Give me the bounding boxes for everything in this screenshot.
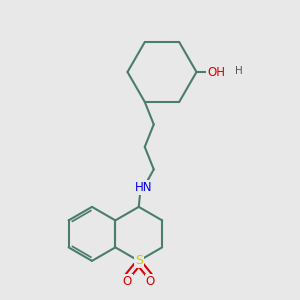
Text: OH: OH	[207, 65, 225, 79]
Text: HN: HN	[134, 181, 152, 194]
Text: S: S	[135, 254, 143, 267]
Text: O: O	[123, 275, 132, 288]
Text: O: O	[146, 275, 155, 288]
Text: H: H	[235, 66, 242, 76]
